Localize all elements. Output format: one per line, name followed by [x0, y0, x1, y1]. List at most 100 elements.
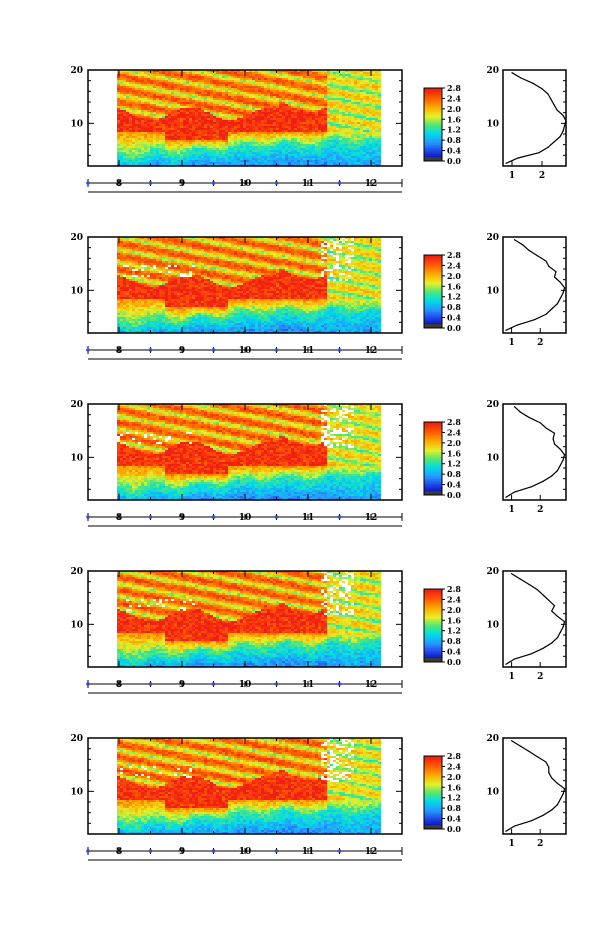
- x-tick-label: 9: [179, 680, 185, 690]
- x-tick-label: 10: [239, 179, 252, 189]
- day-axis-marker: [274, 515, 279, 519]
- colorbar-tick-label: 0.8: [447, 302, 461, 312]
- heatmap-cells: [117, 404, 381, 500]
- x-tick-label: 11: [302, 346, 315, 356]
- colorbar-frame: [423, 421, 443, 496]
- colorbar-tick-label: 1.6: [447, 448, 461, 458]
- x-tick-label: 9: [179, 847, 185, 857]
- colorbar: [424, 756, 442, 830]
- heatmap-cells: [117, 571, 381, 667]
- day-axis-marker: [274, 348, 279, 352]
- x-tick-label: 8: [116, 513, 122, 523]
- x-tick-label: 8: [116, 346, 122, 356]
- colorbar-tick-label: 0.4: [447, 313, 461, 323]
- average-y-tick-label: 20: [486, 66, 499, 76]
- day-axis-marker: [337, 849, 342, 853]
- average-y-tick-label: 10: [486, 787, 499, 797]
- x-tick-label: 12: [365, 847, 378, 857]
- x-tick-label: 12: [365, 179, 378, 189]
- y-tick-label: 20: [70, 66, 83, 76]
- x-tick-label: 10: [239, 680, 252, 690]
- colorbar-tick-label: 1.6: [447, 114, 461, 124]
- colorbar-tick-label: 1.2: [447, 292, 461, 302]
- day-axis-marker: [211, 181, 216, 185]
- y-tick-label: 20: [70, 734, 83, 744]
- x-tick-label: 11: [302, 179, 315, 189]
- heatmap-cells: [117, 70, 381, 166]
- average-x-tick-label: 2: [537, 839, 543, 849]
- x-tick-label: 12: [365, 680, 378, 690]
- colorbar-tick-label: 0.4: [447, 647, 461, 657]
- colorbar-tick-label: 0.0: [447, 490, 461, 500]
- day-axis-marker: [86, 515, 90, 519]
- day-axis-marker: [274, 181, 279, 185]
- y-tick-label: 10: [70, 787, 83, 797]
- average-y-tick-label: 20: [486, 233, 499, 243]
- colorbar-frame: [423, 588, 443, 663]
- colorbar: [424, 589, 442, 663]
- x-tick-label: 8: [116, 179, 122, 189]
- colorbar-tick-label: 0.0: [447, 156, 461, 166]
- average-x-tick-label: 1: [508, 839, 514, 849]
- colorbar-frame: [423, 755, 443, 830]
- colorbar-tick-label: 1.6: [447, 782, 461, 792]
- colorbar-tick-label: 2.0: [447, 271, 461, 281]
- day-axis-marker: [86, 181, 90, 185]
- x-tick-label: 11: [302, 847, 315, 857]
- average-y-tick-label: 10: [486, 453, 499, 463]
- day-axis-marker: [86, 348, 90, 352]
- colorbar-tick-label: 1.2: [447, 459, 461, 469]
- average-x-tick-label: 2: [537, 338, 543, 348]
- colorbar-tick-label: 2.4: [447, 594, 461, 604]
- average-line: [505, 72, 567, 164]
- colorbar-tick-label: 2.8: [447, 751, 461, 761]
- x-tick-label: 10: [239, 346, 252, 356]
- colorbar-tick-label: 2.0: [447, 605, 461, 615]
- colorbar-tick-label: 0.8: [447, 803, 461, 813]
- colorbar-tick-label: 0.8: [447, 135, 461, 145]
- average-x-tick-label: 2: [539, 171, 545, 181]
- colorbar: [424, 255, 442, 329]
- colorbar-tick-label: 1.2: [447, 793, 461, 803]
- average-x-tick-label: 2: [537, 505, 543, 515]
- day-axis-marker: [274, 849, 279, 853]
- day-axis-marker: [211, 682, 216, 686]
- average-frame: [502, 69, 567, 167]
- x-tick-label: 11: [302, 513, 315, 523]
- day-axis-marker: [274, 682, 279, 686]
- colorbar-tick-label: 0.4: [447, 146, 461, 156]
- average-y-tick-label: 10: [486, 286, 499, 296]
- day-axis-marker: [337, 348, 342, 352]
- average-x-tick-label: 1: [509, 171, 515, 181]
- average-y-tick-label: 10: [486, 620, 499, 630]
- colorbar-tick-label: 2.4: [447, 761, 461, 771]
- day-axis-marker: [148, 515, 153, 519]
- x-tick-label: 8: [116, 847, 122, 857]
- day-axis-marker: [211, 849, 216, 853]
- day-axis-marker: [148, 181, 153, 185]
- average-x-tick-label: 1: [508, 505, 514, 515]
- day-axis-marker: [148, 348, 153, 352]
- x-tick-label: 10: [239, 847, 252, 857]
- x-tick-label: 12: [365, 513, 378, 523]
- colorbar-frame: [423, 87, 443, 162]
- day-axis-marker: [211, 348, 216, 352]
- day-axis-marker: [211, 515, 216, 519]
- y-tick-label: 10: [70, 620, 83, 630]
- colorbar-tick-label: 2.0: [447, 772, 461, 782]
- average-y-tick-label: 20: [486, 734, 499, 744]
- y-tick-label: 20: [70, 233, 83, 243]
- average-y-tick-label: 20: [486, 567, 499, 577]
- colorbar-tick-label: 0.0: [447, 323, 461, 333]
- average-line: [505, 406, 566, 498]
- colorbar-tick-label: 0.0: [447, 657, 461, 667]
- average-frame: [502, 236, 567, 334]
- average-line: [505, 740, 566, 832]
- y-tick-label: 10: [70, 286, 83, 296]
- x-tick-label: 12: [365, 346, 378, 356]
